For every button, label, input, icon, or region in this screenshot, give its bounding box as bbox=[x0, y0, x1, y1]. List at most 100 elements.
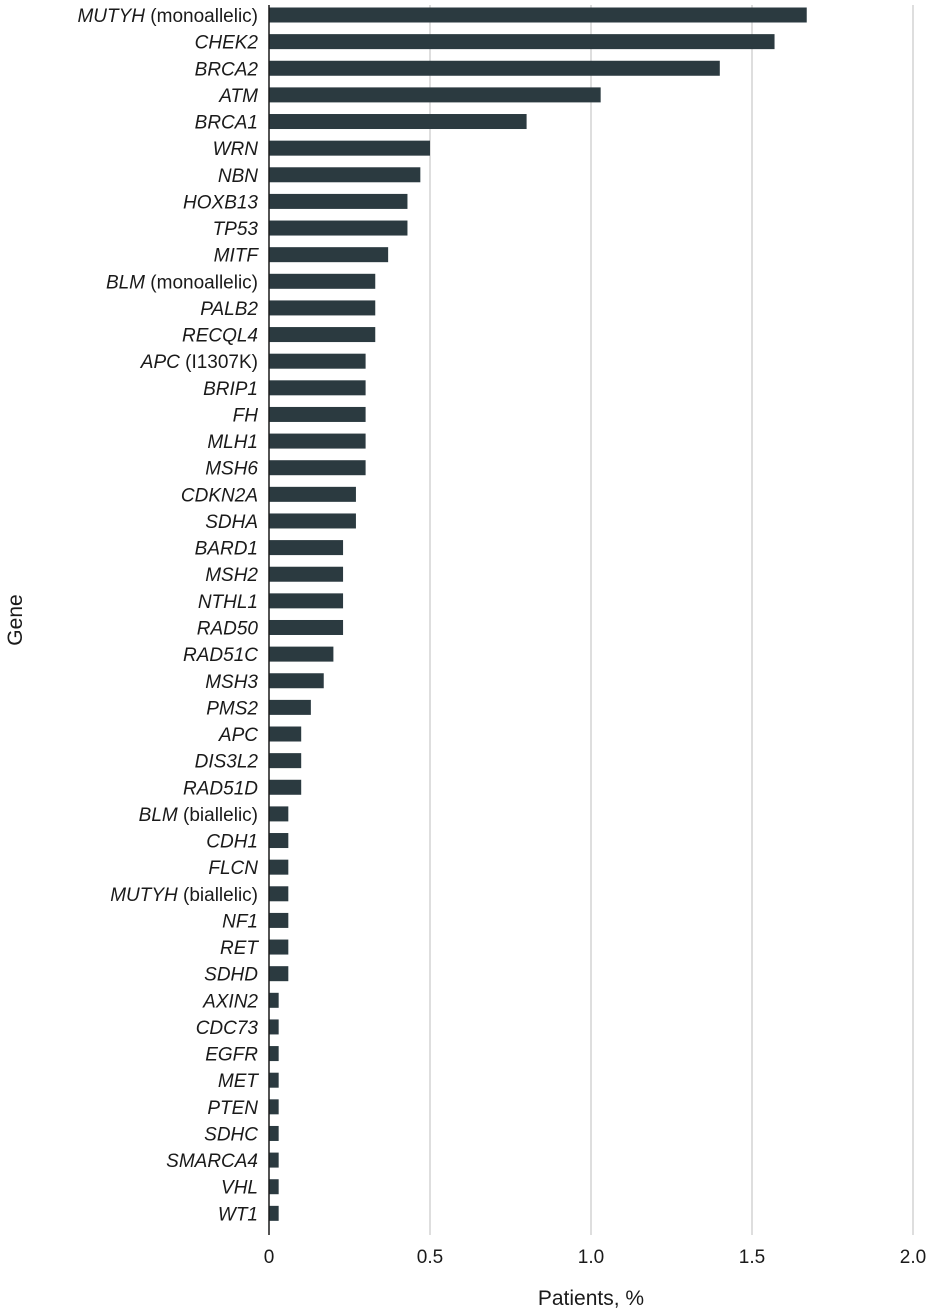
gene-name: NBN bbox=[218, 166, 258, 187]
bar bbox=[269, 193, 408, 209]
bar bbox=[269, 619, 344, 635]
gene-name: MET bbox=[218, 1071, 260, 1092]
bar bbox=[269, 34, 775, 50]
category-label: BRCA2 bbox=[195, 59, 259, 80]
gene-name: CDC73 bbox=[196, 1018, 259, 1039]
gene-name: BRCA2 bbox=[195, 59, 259, 80]
gene-name: APC bbox=[218, 725, 258, 746]
category-label: DIS3L2 bbox=[195, 752, 259, 773]
category-label: BRIP1 bbox=[203, 379, 258, 400]
gene-name: BLM bbox=[139, 805, 178, 826]
category-label: MSH6 bbox=[205, 459, 258, 480]
bar bbox=[269, 646, 334, 662]
gene-name: WRN bbox=[213, 139, 259, 160]
category-label: WT1 bbox=[218, 1204, 258, 1225]
category-label: TP53 bbox=[213, 219, 259, 240]
category-label: MSH3 bbox=[205, 672, 258, 693]
x-tick-label: 2.0 bbox=[900, 1247, 926, 1268]
gene-name: CDKN2A bbox=[181, 485, 258, 506]
bar bbox=[269, 566, 344, 582]
category-label: APC (I1307K) bbox=[140, 352, 258, 373]
bar bbox=[269, 1152, 279, 1168]
category-label: APC bbox=[218, 725, 258, 746]
bar bbox=[269, 1099, 279, 1115]
x-tick-label: 1.0 bbox=[578, 1247, 604, 1268]
bar bbox=[269, 886, 289, 902]
bar bbox=[269, 726, 302, 742]
category-label: BRCA1 bbox=[195, 113, 258, 134]
grid-lines bbox=[429, 5, 914, 1235]
bar bbox=[269, 833, 289, 849]
gene-name: MUTYH bbox=[110, 885, 178, 906]
bar bbox=[269, 114, 527, 130]
gene-name: MUTYH bbox=[77, 6, 145, 27]
category-label: RAD51D bbox=[183, 778, 258, 799]
bar bbox=[269, 1072, 279, 1088]
gene-name: PALB2 bbox=[200, 299, 258, 320]
gene-qualifier: (biallelic) bbox=[178, 805, 258, 826]
category-label: AXIN2 bbox=[202, 991, 258, 1012]
category-label: SDHA bbox=[205, 512, 258, 533]
gene-name: SDHD bbox=[204, 965, 258, 986]
gene-name: NTHL1 bbox=[198, 592, 258, 613]
category-label: SMARCA4 bbox=[166, 1151, 258, 1172]
category-label: CDC73 bbox=[196, 1018, 259, 1039]
category-label: FLCN bbox=[208, 858, 258, 879]
bar bbox=[269, 673, 324, 689]
bars bbox=[269, 7, 807, 1221]
bar bbox=[269, 327, 376, 343]
gene-qualifier: (I1307K) bbox=[180, 352, 258, 373]
category-label: RECQL4 bbox=[182, 326, 258, 347]
category-label: FH bbox=[233, 405, 259, 426]
bar bbox=[269, 460, 366, 476]
bar bbox=[269, 1125, 279, 1141]
gene-name: BRIP1 bbox=[203, 379, 258, 400]
bar bbox=[269, 912, 289, 928]
bar bbox=[269, 486, 356, 502]
category-label: CDKN2A bbox=[181, 485, 258, 506]
category-label: MUTYH (biallelic) bbox=[110, 885, 258, 906]
category-label: BLM (monoallelic) bbox=[106, 272, 258, 293]
gene-name: RAD51C bbox=[183, 645, 258, 666]
category-label: EGFR bbox=[205, 1045, 258, 1066]
gene-name: FH bbox=[233, 405, 259, 426]
category-label: CDH1 bbox=[206, 832, 258, 853]
x-tick-label: 0 bbox=[264, 1247, 275, 1268]
bar bbox=[269, 247, 389, 263]
bar bbox=[269, 806, 289, 822]
bar bbox=[269, 220, 408, 236]
gene-name: ATM bbox=[218, 86, 258, 107]
gene-name: BRCA1 bbox=[195, 113, 258, 134]
category-label: RET bbox=[220, 938, 259, 959]
category-label: VHL bbox=[221, 1178, 258, 1199]
category-label: MLH1 bbox=[207, 432, 258, 453]
category-label: NBN bbox=[218, 166, 258, 187]
gene-name: CHEK2 bbox=[195, 33, 259, 54]
bar bbox=[269, 273, 376, 289]
category-label: BARD1 bbox=[195, 539, 258, 560]
gene-name: MSH3 bbox=[205, 672, 258, 693]
category-label: MITF bbox=[214, 246, 260, 267]
category-label: RAD51C bbox=[183, 645, 258, 666]
category-label: MSH2 bbox=[205, 565, 258, 586]
bar bbox=[269, 939, 289, 955]
gene-qualifier: (monoallelic) bbox=[145, 272, 258, 293]
bar bbox=[269, 7, 807, 23]
bar bbox=[269, 300, 376, 316]
gene-name: BARD1 bbox=[195, 539, 258, 560]
gene-name: MSH6 bbox=[205, 459, 258, 480]
bar bbox=[269, 593, 344, 609]
gene-name: RAD50 bbox=[197, 618, 259, 639]
bar bbox=[269, 1019, 279, 1035]
gene-name: TP53 bbox=[213, 219, 259, 240]
gene-name: AXIN2 bbox=[202, 991, 258, 1012]
bar bbox=[269, 513, 356, 529]
category-label: ATM bbox=[218, 86, 258, 107]
gene-name: VHL bbox=[221, 1178, 258, 1199]
gene-qualifier: (biallelic) bbox=[178, 885, 258, 906]
bar bbox=[269, 87, 601, 103]
gene-name: SDHA bbox=[205, 512, 258, 533]
gene-name: EGFR bbox=[205, 1045, 258, 1066]
